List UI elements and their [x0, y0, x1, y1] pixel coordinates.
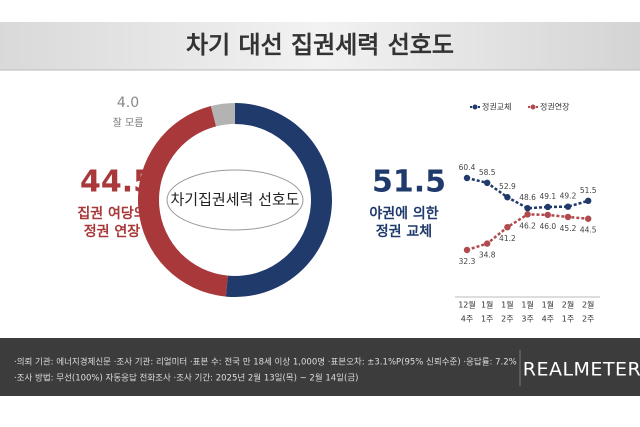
- x-tick-label: 4주: [461, 315, 473, 324]
- x-tick-label: 12월: [458, 300, 476, 310]
- point: [564, 213, 572, 221]
- x-tick-label: 1주: [481, 315, 493, 324]
- segment-label: 집권 여당의: [77, 205, 146, 222]
- data-label: 44.5: [580, 226, 597, 235]
- donut-segment: [225, 103, 332, 297]
- center-label: 차기집권세력 선호도: [171, 191, 300, 209]
- data-label: 46.2: [519, 221, 536, 230]
- data-label: 51.5: [580, 186, 597, 195]
- data-label: 60.4: [459, 163, 476, 172]
- data-label: 49.1: [539, 192, 556, 201]
- data-label: 46.0: [539, 222, 556, 231]
- segment-label: 야권에 의한: [369, 205, 438, 222]
- data-label: 41.2: [499, 234, 516, 243]
- x-tick-label: 1월: [521, 300, 533, 310]
- point: [504, 194, 511, 201]
- segment-label: 정권 교체: [376, 223, 432, 240]
- point: [524, 205, 531, 212]
- data-label: 48.6: [519, 193, 536, 202]
- value-label: 51.5: [372, 165, 446, 200]
- x-tick-label: 2주: [582, 315, 594, 324]
- x-tick-label: 1월: [542, 300, 554, 310]
- data-label: 45.2: [560, 224, 577, 233]
- legend-marker: [530, 104, 536, 110]
- point: [544, 211, 551, 219]
- donut-segment: [137, 106, 228, 297]
- donut-segment: [210, 103, 235, 127]
- logo: REALMETER: [523, 359, 640, 381]
- x-tick-label: 3주: [521, 315, 533, 324]
- title: 차기 대선 집권세력 선호도: [186, 31, 454, 59]
- header-band: [0, 22, 640, 70]
- legend-label: 정권교체: [482, 102, 511, 112]
- footer-band: [0, 338, 640, 396]
- point: [504, 223, 511, 231]
- footer-line: ·의뢰 기관: 에너지경제신문 ·조사 기관: 리얼미터 ·표본 수: 전국 만…: [14, 357, 517, 368]
- data-label: 52.9: [499, 182, 516, 191]
- data-label: 58.5: [479, 168, 496, 177]
- point: [585, 215, 592, 222]
- point: [585, 197, 592, 205]
- data-label: 34.8: [479, 251, 496, 260]
- center-outline: [166, 169, 304, 231]
- segment-label: 잘 모름: [113, 117, 144, 129]
- x-tick-label: 2주: [501, 315, 513, 324]
- data-label: 32.3: [459, 257, 476, 266]
- segment-label: 정권 연장: [84, 223, 141, 240]
- point: [463, 246, 471, 254]
- point: [484, 240, 491, 247]
- x-tick-label: 1월: [481, 300, 493, 310]
- x-tick-label: 1월: [501, 300, 513, 310]
- x-tick-label: 1주: [562, 315, 574, 324]
- x-tick-label: 2월: [582, 300, 594, 310]
- point: [564, 203, 572, 210]
- footer-line: ·조사 방법: 무선(100%) 자동응답 전화조사 ·조사 기간: 2025년…: [14, 373, 358, 384]
- value-label: 44.5: [80, 165, 154, 200]
- point: [463, 174, 471, 182]
- point: [484, 179, 491, 187]
- data-label: 49.2: [560, 192, 577, 201]
- x-tick-label: 2월: [562, 300, 574, 310]
- point: [524, 211, 531, 218]
- x-tick-label: 4주: [542, 315, 554, 324]
- legend-marker: [472, 104, 478, 110]
- point: [544, 203, 551, 211]
- value-label: 4.0: [117, 95, 139, 111]
- legend-label: 정권연장: [540, 102, 570, 112]
